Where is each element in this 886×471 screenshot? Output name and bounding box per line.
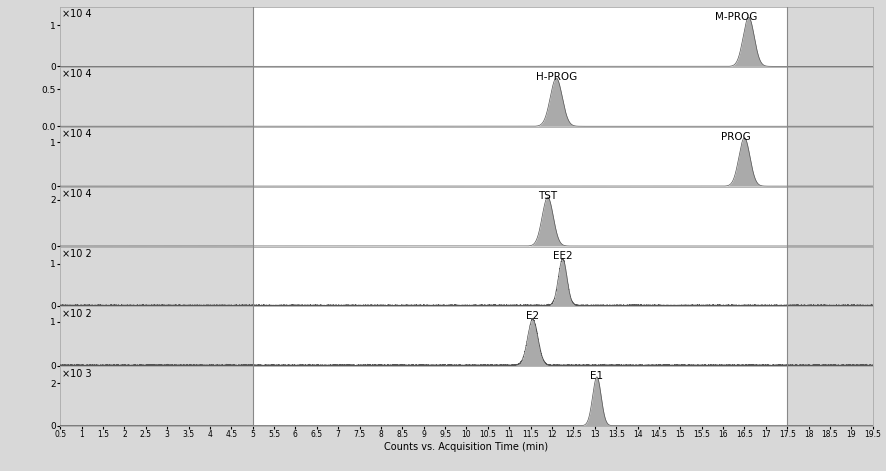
Text: ×10 2: ×10 2 [62, 309, 91, 319]
Bar [60, 67, 253, 127]
Bar [787, 366, 873, 426]
Bar [60, 366, 253, 426]
Bar [60, 187, 253, 247]
Text: ×10 4: ×10 4 [62, 9, 91, 19]
Text: ×10 3: ×10 3 [62, 369, 91, 379]
Text: E2: E2 [526, 311, 540, 321]
Bar [787, 67, 873, 127]
Bar [787, 307, 873, 366]
Text: ×10 4: ×10 4 [62, 189, 91, 199]
Bar [787, 127, 873, 187]
Text: EE2: EE2 [553, 252, 572, 261]
Text: PROG: PROG [721, 131, 750, 142]
Bar [60, 7, 253, 67]
Text: M-PROG: M-PROG [715, 12, 757, 22]
Bar [60, 247, 253, 307]
Bar [787, 247, 873, 307]
Bar [787, 7, 873, 67]
X-axis label: Counts vs. Acquisition Time (min): Counts vs. Acquisition Time (min) [385, 442, 548, 452]
Text: TST: TST [538, 191, 557, 202]
Text: ×10 4: ×10 4 [62, 129, 91, 139]
Text: H-PROG: H-PROG [536, 72, 577, 81]
Text: E1: E1 [590, 371, 603, 381]
Text: ×10 4: ×10 4 [62, 69, 91, 79]
Bar [60, 307, 253, 366]
Text: ×10 2: ×10 2 [62, 249, 91, 259]
Bar [787, 187, 873, 247]
Bar [60, 127, 253, 187]
